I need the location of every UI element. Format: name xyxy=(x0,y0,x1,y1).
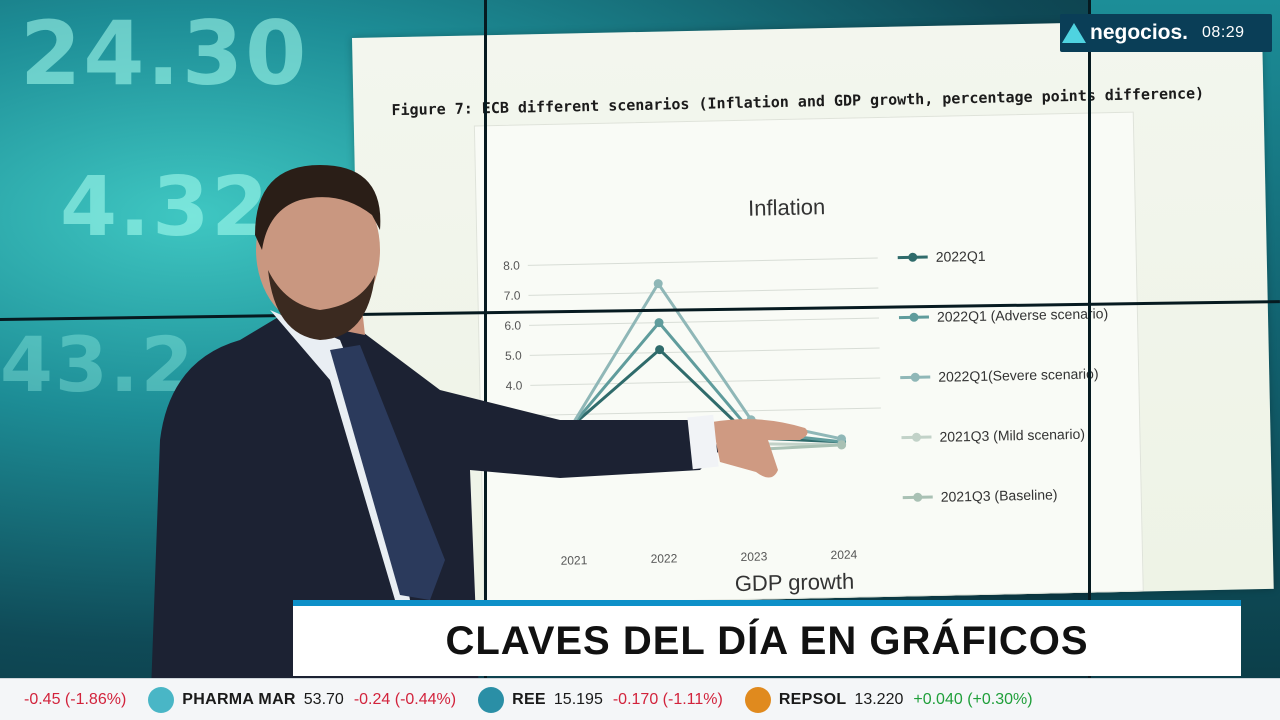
data-point xyxy=(566,433,576,443)
ticker-symbol: REPSOL xyxy=(778,690,847,708)
ticker-change: -0.45 (-1.86%) xyxy=(24,690,127,708)
ticker-price: 53.70 xyxy=(303,690,344,708)
gridline xyxy=(528,287,879,296)
x-tick-label: 2023 xyxy=(740,549,767,564)
ticker-change: -0.170 (-1.11%) xyxy=(612,690,723,708)
legend-label: 2021Q3 (Mild scenario) xyxy=(939,426,1085,445)
data-point xyxy=(653,279,663,289)
data-point xyxy=(657,444,667,454)
headline: CLAVES DEL DÍA EN GRÁFICOS xyxy=(445,618,1089,663)
gridline xyxy=(529,317,879,326)
legend-marker xyxy=(913,492,923,502)
repsol-logo xyxy=(744,686,771,713)
series-line xyxy=(569,280,842,441)
stock-ticker: -0.45 (-1.86%) PHARMA MAR 53.70 -0.24 (-0.4… xyxy=(0,678,1280,720)
y-tick-label: 7.0 xyxy=(504,289,521,303)
background-number: 4.32 xyxy=(60,160,271,255)
ticker-item: -0.45 (-1.86%) xyxy=(24,691,126,709)
pharma-mar-logo xyxy=(148,686,175,713)
lower-third-banner: CLAVES DEL DÍA EN GRÁFICOS xyxy=(293,600,1241,676)
legend-marker xyxy=(908,252,918,262)
channel-name: negocios. xyxy=(1090,21,1189,44)
ticker-item: PHARMA MAR 53.70 -0.24 (-0.44%) xyxy=(148,686,457,713)
legend-label: 2022Q1(Severe scenario) xyxy=(938,365,1099,384)
ree-logo xyxy=(478,686,505,713)
gdp-chart-title: GDP growth xyxy=(735,569,855,596)
ticker-change: +0.040 (+0.30%) xyxy=(913,690,1033,708)
inflation-chart-svg: Inflation 3.0 4.0 5.0 6.0 7.0 8.0 2021 2022 2023 2… xyxy=(503,194,1109,596)
broadcast-time: 08:29 xyxy=(1202,24,1245,41)
ticker-price: 15.195 xyxy=(553,690,603,708)
legend-label: 2022Q1 xyxy=(936,248,986,265)
background-number: 43.2 xyxy=(0,320,196,409)
channel-logo: negocios. 08:29 xyxy=(1060,14,1272,52)
x-tick-label: 2021 xyxy=(560,553,587,568)
y-tick-label: 3.0 xyxy=(506,408,523,422)
legend-label: 2022Q1 (Adverse scenario) xyxy=(937,305,1109,325)
legend-label: 2021Q3 (Baseline) xyxy=(941,486,1058,504)
ticker-price: 13.220 xyxy=(854,690,904,708)
legend-marker xyxy=(909,312,919,322)
inflation-chart: Inflation 3.0 4.0 5.0 6.0 7.0 8.0 2021 2022 2023 2… xyxy=(473,111,1144,606)
gridline xyxy=(527,257,878,266)
ticker-item: REPSOL 13.220 +0.040 (+0.30%) xyxy=(744,686,1033,713)
chart-title: Inflation xyxy=(748,194,826,221)
x-tick-label: 2022 xyxy=(650,551,677,566)
legend-marker xyxy=(911,432,921,442)
ticker-item: REE 15.195 -0.170 (-1.11%) xyxy=(478,686,723,713)
wall-seam xyxy=(1088,0,1091,720)
y-tick-label: 6.0 xyxy=(504,319,521,333)
ticker-change: -0.24 (-0.44%) xyxy=(353,690,457,708)
y-tick-label: 4.0 xyxy=(505,379,522,393)
legend-marker xyxy=(910,372,920,382)
y-tick-label: 8.0 xyxy=(503,259,520,273)
data-point xyxy=(837,440,847,450)
channel-triangle-icon xyxy=(1062,23,1086,43)
x-tick-label: 2024 xyxy=(830,548,857,563)
ticker-symbol: PHARMA MAR xyxy=(182,690,296,708)
ticker-symbol: REE xyxy=(512,690,546,708)
background-number: 24.30 xyxy=(20,2,309,105)
y-tick-label: 5.0 xyxy=(505,349,522,363)
